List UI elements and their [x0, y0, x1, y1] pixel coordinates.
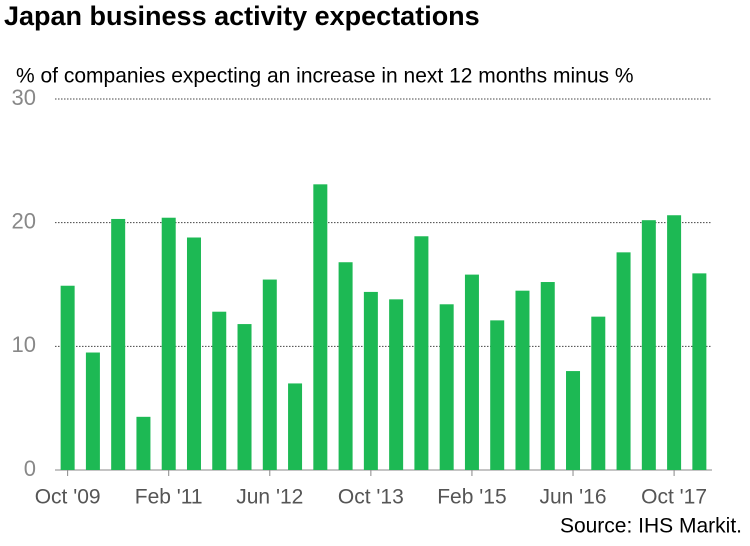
bar [262, 279, 277, 470]
bar [515, 290, 530, 470]
y-tick-label: 0 [24, 456, 36, 481]
bar [212, 311, 227, 470]
bar [111, 218, 126, 470]
bar [616, 252, 631, 470]
bar [692, 273, 707, 470]
bar [414, 236, 429, 470]
bar [338, 262, 353, 470]
source: Source: IHS Markit. [560, 515, 742, 538]
bar [490, 320, 505, 470]
x-tick-label: Oct '13 [338, 486, 404, 509]
bar [313, 184, 328, 470]
bar [566, 371, 581, 470]
bar [667, 215, 682, 470]
bar [186, 237, 201, 470]
bar [464, 274, 479, 470]
x-tick-label: Feb '15 [437, 486, 506, 509]
x-tick-label: Oct '09 [35, 486, 101, 509]
bar [540, 282, 555, 470]
bar [237, 324, 252, 470]
bar [439, 304, 454, 470]
bar [161, 217, 176, 470]
x-tick-label: Oct '17 [641, 486, 707, 509]
bar [641, 220, 656, 470]
y-tick-label: 30 [12, 85, 36, 110]
bar [85, 352, 100, 470]
chart-subtitle: % of companies expecting an increase in … [16, 65, 634, 88]
bar [591, 316, 606, 470]
x-tick-label: Jun '12 [236, 486, 303, 509]
bar [60, 285, 75, 470]
x-tick-label: Jun '16 [539, 486, 606, 509]
y-tick-label: 20 [12, 208, 36, 233]
chart-title: Japan business activity expectations [4, 1, 480, 31]
bar [288, 383, 303, 470]
bar [136, 416, 151, 470]
bar [389, 299, 404, 470]
x-tick-label: Feb '11 [135, 486, 203, 509]
bar [363, 291, 378, 470]
y-tick-label: 10 [12, 332, 36, 357]
